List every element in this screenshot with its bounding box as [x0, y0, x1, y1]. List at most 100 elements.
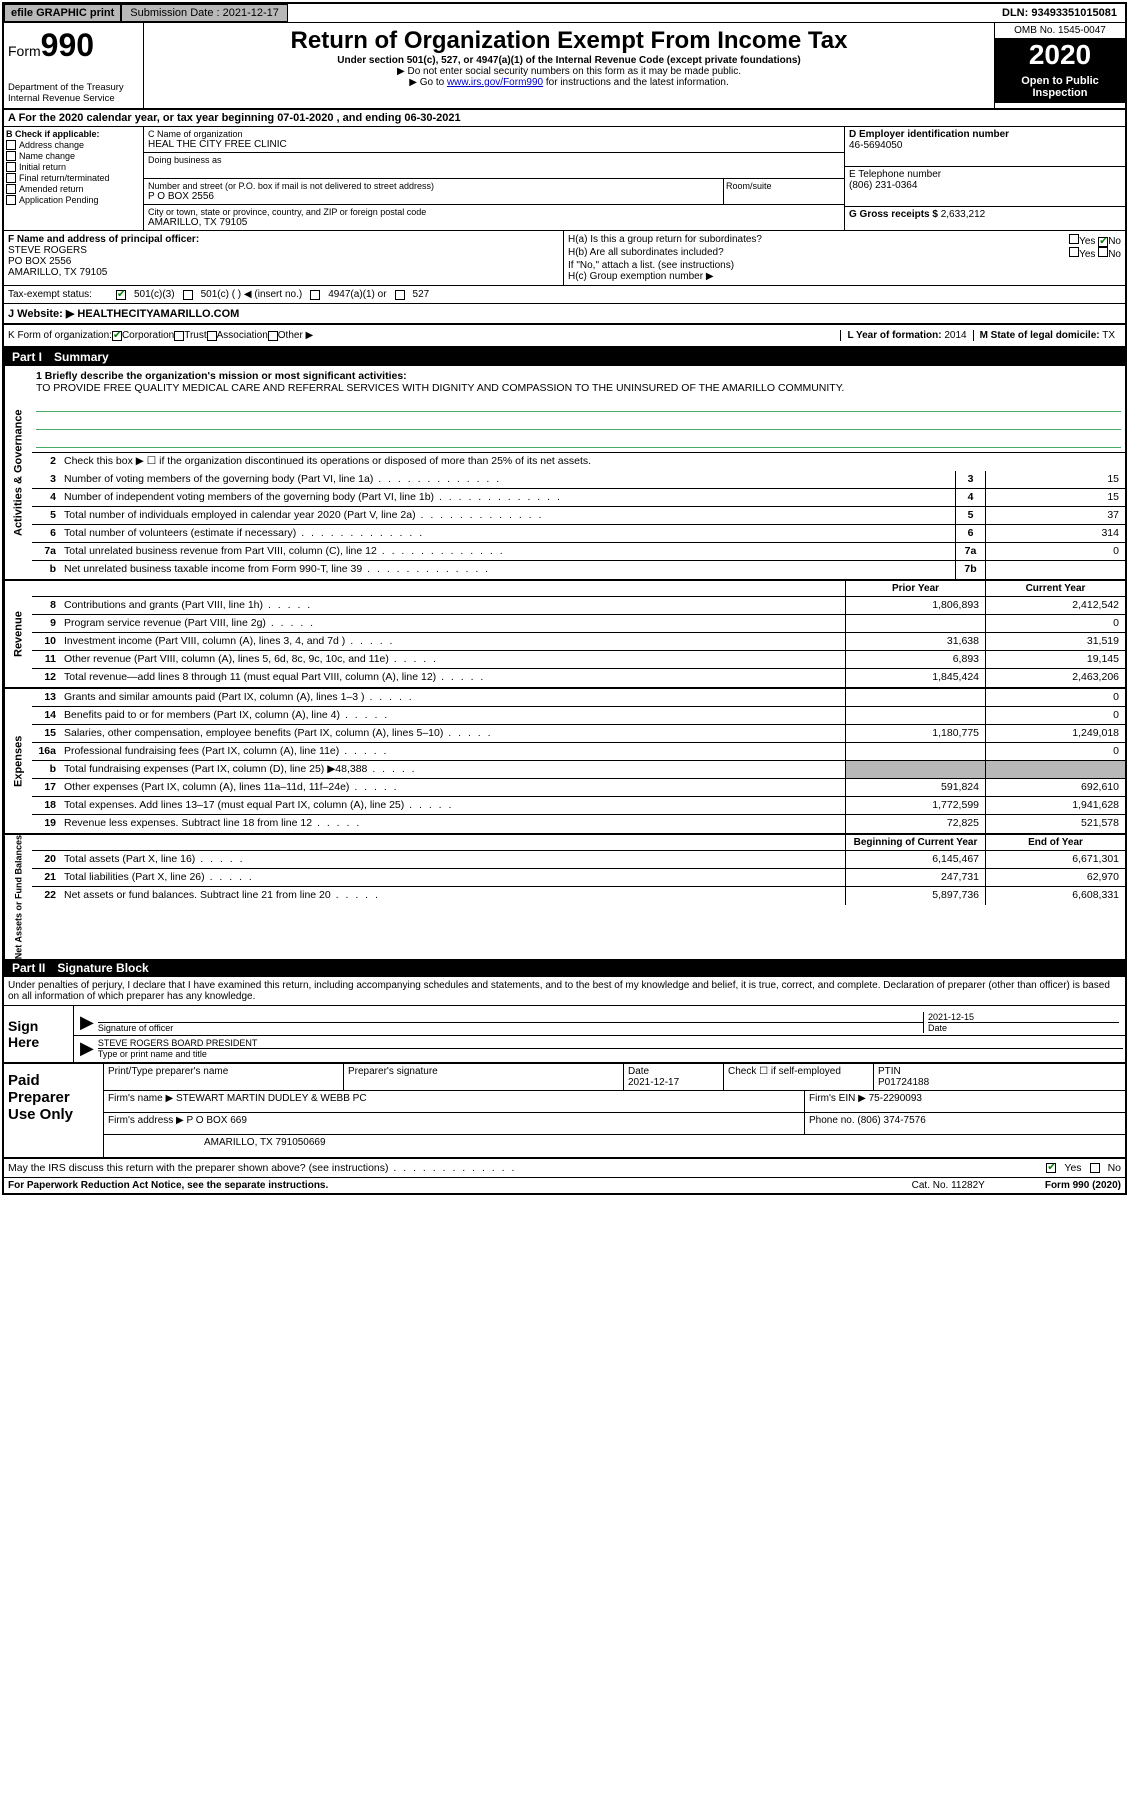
line-val: 0	[985, 543, 1125, 560]
paid-date-label: Date	[628, 1066, 719, 1077]
mission-rule-3	[36, 434, 1121, 448]
prior-val	[845, 761, 985, 778]
prior-val: 247,731	[845, 869, 985, 886]
col-deg: D Employer identification number 46-5694…	[845, 127, 1125, 230]
cb-501c[interactable]	[183, 290, 193, 300]
line-13: 13 Grants and similar amounts paid (Part…	[32, 689, 1125, 707]
line-num: 9	[32, 615, 60, 632]
officer-sig-field[interactable]: Signature of officer	[98, 1008, 923, 1033]
cb-ha-no[interactable]	[1098, 237, 1108, 247]
firm-ein-label: Firm's EIN ▶	[809, 1093, 866, 1104]
opt-trust: Trust	[184, 330, 206, 341]
cat-no: Cat. No. 11282Y	[912, 1180, 985, 1191]
cb-4947[interactable]	[310, 290, 320, 300]
line-num: 11	[32, 651, 60, 668]
prior-val: 591,824	[845, 779, 985, 796]
cb-name-change[interactable]	[6, 151, 16, 161]
line-num: 7a	[32, 543, 60, 560]
discuss-text: May the IRS discuss this return with the…	[8, 1162, 516, 1174]
d-label: D Employer identification number	[849, 129, 1121, 140]
cb-application-pending[interactable]	[6, 195, 16, 205]
line-text: Other expenses (Part IX, column (A), lin…	[60, 779, 845, 796]
current-val: 0	[985, 743, 1125, 760]
j-value: HEALTHECITYAMARILLO.COM	[77, 308, 239, 320]
line-num: 16a	[32, 743, 60, 760]
line-text: Net assets or fund balances. Subtract li…	[60, 887, 845, 905]
cb-ha-yes[interactable]	[1069, 234, 1079, 244]
cb-discuss-yes[interactable]	[1046, 1163, 1056, 1173]
cb-amended-return[interactable]	[6, 184, 16, 194]
part1-header: Part I Summary	[4, 348, 1125, 366]
gov-line-6: 6 Total number of volunteers (estimate i…	[32, 525, 1125, 543]
expenses-block: Expenses 13 Grants and similar amounts p…	[4, 687, 1125, 833]
line-text: Salaries, other compensation, employee b…	[60, 725, 845, 742]
prior-val: 6,893	[845, 651, 985, 668]
line-box: 6	[955, 525, 985, 542]
line-text: Total assets (Part X, line 16)	[60, 851, 845, 868]
line-22: 22 Net assets or fund balances. Subtract…	[32, 887, 1125, 905]
cb-527[interactable]	[395, 290, 405, 300]
efile-print-button[interactable]: efile GRAPHIC print	[4, 4, 121, 22]
subtitle: Under section 501(c), 527, or 4947(a)(1)…	[148, 55, 990, 66]
f-addr1: PO BOX 2556	[8, 256, 559, 267]
cb-final-return[interactable]	[6, 173, 16, 183]
k-label: K Form of organization:	[8, 330, 112, 341]
gov-line-b: b Net unrelated business taxable income …	[32, 561, 1125, 579]
cb-trust[interactable]	[174, 331, 184, 341]
gov-line-3: 3 Number of voting members of the govern…	[32, 471, 1125, 489]
cb-assoc[interactable]	[207, 331, 217, 341]
form990-link[interactable]: www.irs.gov/Form990	[447, 77, 543, 88]
side-net-assets: Net Assets or Fund Balances	[4, 835, 32, 959]
line-num: 8	[32, 597, 60, 614]
current-val: 31,519	[985, 633, 1125, 650]
phone-label: Phone no.	[809, 1115, 855, 1126]
line-20: 20 Total assets (Part X, line 16) 6,145,…	[32, 851, 1125, 869]
cb-address-change[interactable]	[6, 140, 16, 150]
current-val: 0	[985, 689, 1125, 706]
check-self-employed: Check ☐ if self-employed	[728, 1066, 869, 1077]
current-val: 1,249,018	[985, 725, 1125, 742]
tax-exempt-row: Tax-exempt status: 501(c)(3) 501(c) ( ) …	[4, 286, 1125, 304]
cb-other[interactable]	[268, 331, 278, 341]
period-row: A For the 2020 calendar year, or tax yea…	[4, 110, 1125, 127]
line-text: Program service revenue (Part VIII, line…	[60, 615, 845, 632]
prior-val	[845, 615, 985, 632]
instruction-1: ▶ Do not enter social security numbers o…	[148, 66, 990, 77]
cb-corp[interactable]	[112, 331, 122, 341]
firm-ein-value: 75-2290093	[869, 1093, 922, 1104]
line-text: Total expenses. Add lines 13–17 (must eq…	[60, 797, 845, 814]
instr2-pre: ▶ Go to	[409, 77, 447, 88]
dln-label: DLN:	[1002, 7, 1028, 19]
gov-line-5: 5 Total number of individuals employed i…	[32, 507, 1125, 525]
k-l-m-row: K Form of organization: Corporation Trus…	[4, 325, 1125, 348]
line-val: 37	[985, 507, 1125, 524]
l-value: 2014	[944, 330, 966, 341]
line-num: 21	[32, 869, 60, 886]
line-val: 15	[985, 489, 1125, 506]
mission-rule-1	[36, 398, 1121, 412]
current-val: 62,970	[985, 869, 1125, 886]
website-row: J Website: ▶ HEALTHECITYAMARILLO.COM	[4, 304, 1125, 325]
cb-hb-yes[interactable]	[1069, 247, 1079, 257]
line-text: Total number of volunteers (estimate if …	[60, 525, 955, 542]
line-text: Total number of individuals employed in …	[60, 507, 955, 524]
cb-discuss-no[interactable]	[1090, 1163, 1100, 1173]
prior-val: 1,772,599	[845, 797, 985, 814]
sign-here-label: Sign Here	[4, 1006, 74, 1062]
discuss-yes: Yes	[1064, 1162, 1081, 1174]
form-label: Form	[8, 43, 41, 59]
form-number: 990	[41, 27, 94, 63]
m-value: TX	[1102, 330, 1115, 341]
cb-hb-no[interactable]	[1098, 247, 1108, 257]
section-b-through-g: B Check if applicable: Address change Na…	[4, 127, 1125, 231]
cb-initial-return[interactable]	[6, 162, 16, 172]
m-label: M State of legal domicile:	[980, 330, 1100, 341]
hb-note: If "No," attach a list. (see instruction…	[568, 260, 1121, 271]
c-addr-value: P O BOX 2556	[148, 191, 719, 202]
prior-val: 5,897,736	[845, 887, 985, 905]
type-print-label: Type or print name and title	[98, 1048, 1123, 1059]
line-12: 12 Total revenue—add lines 8 through 11 …	[32, 669, 1125, 687]
cb-501c3[interactable]	[116, 290, 126, 300]
line-val	[985, 561, 1125, 579]
current-val: 692,610	[985, 779, 1125, 796]
